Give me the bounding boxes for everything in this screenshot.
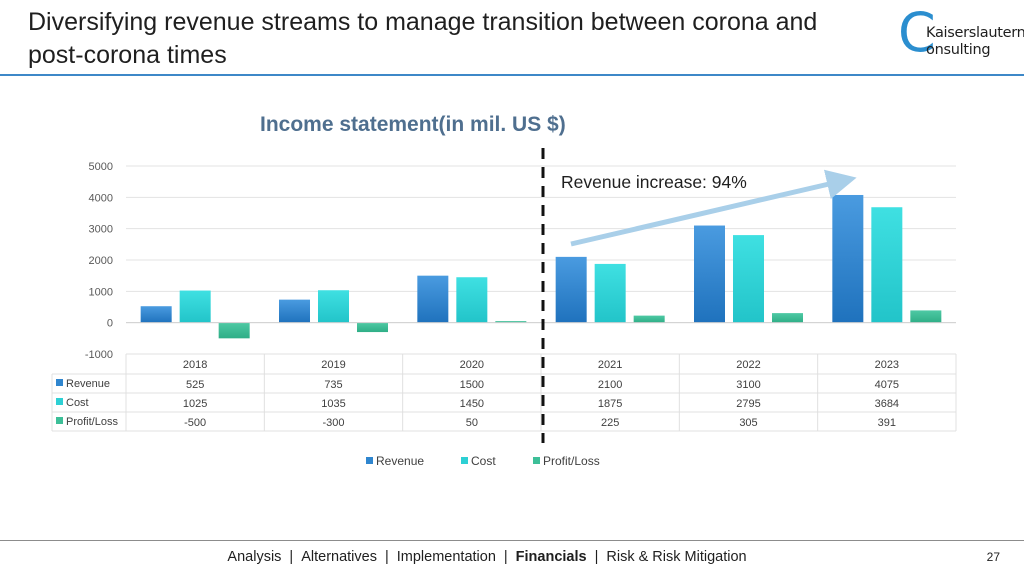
income-chart: 5000 4000 3000 2000 1000 0 -1000 2018 2019 2020 20… (51, 148, 957, 468)
table-cell-cost-2023: 3684 (875, 398, 899, 410)
table-row-label-cost: Cost (66, 397, 89, 409)
y-tick-label: 5000 (89, 161, 113, 173)
bar-revenue-2019 (279, 299, 310, 323)
legend-label-revenue: Revenue (376, 454, 424, 468)
table-cell-profit-loss-2018: -500 (184, 417, 206, 429)
y-tick-label: 0 (107, 318, 113, 330)
bar-cost-2021 (594, 263, 626, 323)
table-cell-revenue-2022: 3100 (736, 379, 760, 391)
footer-item-financials[interactable]: Financials (515, 549, 587, 565)
page-number: 27 (986, 550, 1000, 564)
table-cell-revenue-2023: 4075 (875, 379, 899, 391)
table-header-2023: 2023 (875, 359, 899, 371)
table-cell-profit-loss-2022: 305 (739, 417, 757, 429)
bar-cost-2018 (179, 290, 211, 323)
y-tick-label: 3000 (89, 224, 113, 236)
bar-cost-2022 (733, 235, 764, 323)
table-legend-key-profit-loss (56, 417, 63, 424)
table-row-label-revenue: Revenue (66, 378, 110, 390)
table-cell-profit-loss-2023: 391 (878, 417, 896, 429)
legend-label-cost: Cost (471, 454, 496, 468)
y-tick-label: 1000 (89, 286, 113, 298)
bar-cost-2019 (318, 290, 349, 323)
bar-profit-loss-2020 (495, 321, 527, 323)
table-cell-cost-2021: 1875 (598, 398, 622, 410)
legend-label-profit-loss: Profit/Loss (543, 454, 600, 468)
table-cell-profit-loss-2020: 50 (466, 417, 478, 429)
bar-revenue-2020 (417, 275, 449, 323)
table-header-2020: 2020 (460, 359, 484, 371)
chart-title: Income statement(in mil. US $) (260, 113, 566, 136)
footer-item-risk-risk-mitigation[interactable]: Risk & Risk Mitigation (606, 549, 747, 565)
table-header-2018: 2018 (183, 359, 207, 371)
legend-key-revenue (366, 457, 373, 464)
footer-separator: | (503, 549, 508, 565)
bar-revenue-2022 (694, 225, 725, 323)
logo-letter: C (898, 1, 936, 64)
bar-revenue-2021 (555, 256, 587, 323)
table-legend-key-cost (56, 398, 63, 405)
footer-item-analysis[interactable]: Analysis (227, 549, 282, 565)
table-header-2019: 2019 (321, 359, 345, 371)
table-cell-revenue-2019: 735 (324, 379, 342, 391)
growth-arrow (570, 169, 857, 247)
table-row-label-profit-loss: Profit/Loss (66, 416, 118, 428)
footer-divider (0, 540, 1024, 541)
bar-cost-2020 (456, 277, 488, 323)
table-legend-key-revenue (56, 379, 63, 386)
table-cell-cost-2018: 1025 (183, 398, 207, 410)
bar-profit-loss-2019 (357, 322, 388, 333)
table-cell-profit-loss-2019: -300 (322, 417, 344, 429)
bar-profit-loss-2018 (218, 322, 250, 339)
bar-revenue-2018 (140, 306, 172, 323)
title-divider (0, 74, 1024, 76)
bar-profit-loss-2023 (910, 310, 942, 323)
table-cell-cost-2022: 2795 (736, 398, 760, 410)
y-tick-label: 2000 (89, 255, 113, 267)
footer-separator: | (289, 549, 294, 565)
logo-line-1: Kaiserslautern (926, 25, 1024, 41)
legend-key-cost (461, 457, 468, 464)
table-cell-cost-2020: 1450 (460, 398, 484, 410)
table-cell-revenue-2018: 525 (186, 379, 204, 391)
slide-title: Diversifying revenue streams to manage t… (28, 8, 818, 69)
table-header-2022: 2022 (736, 359, 760, 371)
footer-separator: | (594, 549, 599, 565)
bar-revenue-2023 (832, 194, 864, 323)
bar-profit-loss-2022 (772, 313, 803, 323)
logo-line-2: onsulting (926, 42, 991, 58)
table-cell-revenue-2020: 1500 (460, 379, 484, 391)
table-cell-revenue-2021: 2100 (598, 379, 622, 391)
footer-item-alternatives[interactable]: Alternatives (301, 549, 377, 565)
legend-key-profit-loss (533, 457, 540, 464)
y-tick-label: 4000 (89, 192, 113, 204)
y-tick-label: -1000 (85, 349, 113, 361)
bar-profit-loss-2021 (633, 315, 665, 323)
table-cell-profit-loss-2021: 225 (601, 417, 619, 429)
table-cell-cost-2019: 1035 (321, 398, 345, 410)
table-header-2021: 2021 (598, 359, 622, 371)
company-logo: C Kaiserslautern onsulting (898, 6, 1024, 60)
footer-nav: Analysis | Alternatives | Implementation | Fin… (0, 549, 1024, 565)
bar-cost-2023 (871, 207, 903, 323)
footer-separator: | (384, 549, 389, 565)
footer-item-implementation[interactable]: Implementation (396, 549, 496, 565)
revenue-increase-annotation: Revenue increase: 94% (561, 172, 747, 192)
